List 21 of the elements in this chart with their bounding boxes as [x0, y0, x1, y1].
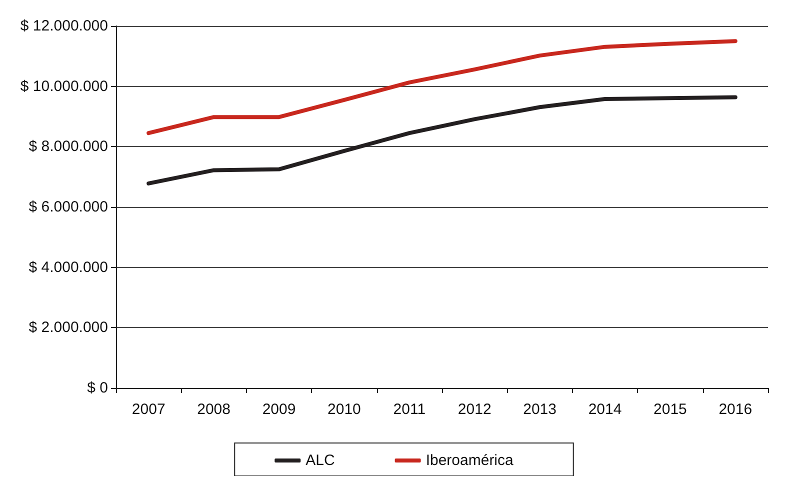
line-series	[146, 39, 738, 136]
legend-label: ALC	[306, 452, 335, 469]
x-tick-label: 2012	[458, 401, 492, 418]
x-tick-label: 2015	[654, 401, 687, 418]
x-tick-label: 2010	[328, 401, 361, 418]
y-tick-label: $ 4.000.000	[28, 258, 108, 276]
y-tick-label: $ 12.000.000	[20, 18, 108, 34]
line-series	[146, 95, 738, 186]
x-tick-label: 2009	[262, 401, 296, 418]
y-tick-label: $ 8.000.000	[28, 138, 108, 156]
legend-label: Iberoamérica	[426, 452, 514, 469]
x-tick-label: 2013	[523, 401, 556, 418]
y-tick-label: $ 0	[87, 380, 108, 396]
y-tick-label: $ 2.000.000	[28, 319, 108, 336]
x-tick-label: 2014	[588, 401, 622, 418]
y-tick-label: $ 6.000.000	[28, 198, 108, 216]
x-tick-label: 2011	[393, 401, 426, 418]
x-tick-label: 2007	[132, 401, 166, 418]
x-tick-label: 2016	[718, 401, 752, 418]
y-tick-label: $ 10.000.000	[20, 78, 108, 95]
x-tick-label: 2008	[197, 401, 230, 418]
